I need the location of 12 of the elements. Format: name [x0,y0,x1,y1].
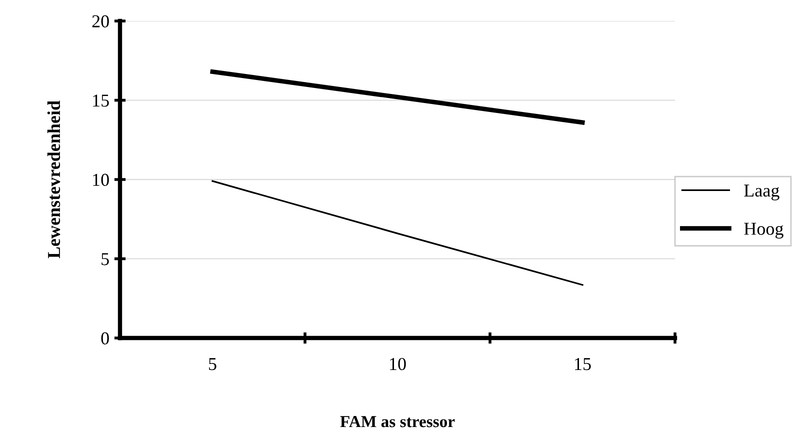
legend-label: Hoog [744,222,784,239]
x-tick-label: 15 [575,358,591,370]
y-tick-label: 5 [102,253,109,266]
x-tick-label: 10 [390,358,406,370]
y-tick-label: 20 [92,15,109,28]
x-axis-title: FAM as stressor [340,416,455,428]
x-tick-label: 5 [209,358,216,370]
y-tick-label: 10 [93,174,109,186]
y-axis-title: Lewenstevredenheid [47,100,60,258]
legend-label: Laag [744,184,780,200]
y-tick-label: 0 [101,332,109,344]
y-tick-label: 15 [93,94,109,107]
